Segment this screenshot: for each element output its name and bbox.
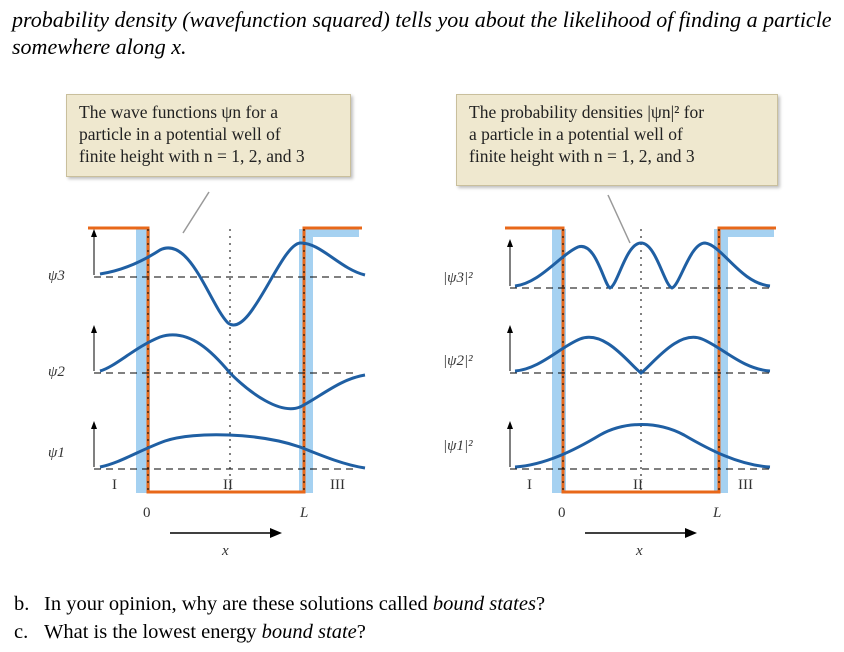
left-zero-label: 0 — [143, 505, 151, 521]
left-region-III: III — [330, 477, 345, 493]
left-region-I: I — [112, 477, 117, 493]
right-wall-glow — [299, 229, 313, 493]
question-c: c. What is the lowest energy bound state… — [14, 618, 545, 646]
left-region-II: II — [223, 477, 233, 493]
question-text: What is the lowest energy bound state? — [44, 621, 366, 643]
right-region-I: I — [527, 477, 532, 493]
question-text: In your opinion, why are these solutions… — [44, 593, 546, 615]
right-zero-label: 0 — [558, 505, 566, 521]
right-top-glow — [313, 229, 359, 237]
right-L-label: L — [712, 505, 721, 521]
prob2-curve — [514, 335, 771, 375]
potential-well-right — [505, 226, 776, 494]
left-callout-pointer — [182, 191, 210, 234]
left-level-label-3: ψ3 — [48, 268, 65, 284]
left-level-label-1: ψ1 — [48, 445, 65, 461]
right-level-label-1: |ψ1|² — [443, 438, 473, 454]
right-callout: The probability densities |ψn|² for a pa… — [456, 94, 778, 186]
left-L-label: L — [299, 505, 308, 521]
right-callout-line: The probability densities |ψn|² for — [469, 102, 705, 122]
right-callout-line: a particle in a potential well of — [469, 124, 683, 144]
questions-list: b. In your opinion, why are these soluti… — [14, 590, 545, 646]
right-callout-line: finite height with n = 1, 2, and 3 — [469, 146, 695, 166]
left-callout-line: The wave functions ψn for a — [79, 102, 279, 122]
prob1-curve — [514, 423, 771, 469]
left-callout: The wave functions ψn for a particle in … — [66, 94, 351, 177]
right-region-II: II — [633, 477, 643, 493]
left-callout-line: finite height with n = 1, 2, and 3 — [79, 146, 305, 166]
well-diagrams: ψ3 ψ2 ψ1 I II III 0 L x |ψ3|² |ψ2|² |ψ1|… — [48, 191, 776, 559]
question-marker: b. — [14, 593, 30, 615]
psi3-curve — [99, 241, 366, 327]
bound-states-figure: ψ3 ψ2 ψ1 I II III 0 L x |ψ3|² |ψ2|² |ψ1|… — [0, 85, 844, 565]
question-b: b. In your opinion, why are these soluti… — [14, 590, 545, 618]
psi2-curve — [99, 333, 366, 411]
potential-well — [88, 226, 362, 494]
right-probability-panel — [505, 194, 776, 538]
left-wave-function-panel — [88, 191, 366, 538]
left-level-label-2: ψ2 — [48, 364, 65, 380]
prob3-curve — [514, 241, 771, 290]
left-x-label: x — [221, 543, 229, 559]
right-region-III: III — [738, 477, 753, 493]
left-callout-line: particle in a potential well of — [79, 124, 281, 144]
intro-text: probability density (wavefunction square… — [12, 7, 832, 59]
right-x-label: x — [635, 543, 643, 559]
right-level-label-3: |ψ3|² — [443, 270, 473, 286]
question-marker: c. — [14, 621, 29, 643]
psi1-curve — [99, 433, 366, 470]
right-level-label-2: |ψ2|² — [443, 353, 473, 369]
